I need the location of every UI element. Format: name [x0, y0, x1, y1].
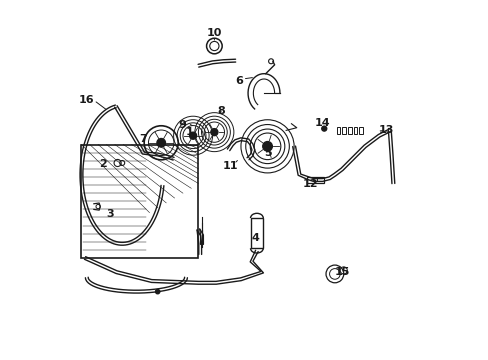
Text: 12: 12 — [302, 179, 317, 189]
Text: 2: 2 — [99, 159, 106, 169]
Text: 9: 9 — [178, 120, 186, 130]
Text: 15: 15 — [334, 267, 349, 277]
Circle shape — [189, 132, 196, 139]
Bar — [336, 127, 340, 134]
Bar — [250, 218, 263, 248]
Bar — [306, 177, 324, 183]
Text: 6: 6 — [235, 76, 243, 86]
Bar — [353, 127, 356, 134]
Text: 10: 10 — [206, 28, 222, 38]
Circle shape — [262, 141, 272, 151]
Text: 11: 11 — [222, 161, 238, 171]
Text: 5: 5 — [263, 148, 271, 158]
Text: 3: 3 — [106, 209, 113, 219]
Circle shape — [321, 126, 326, 131]
Text: 1: 1 — [185, 127, 193, 137]
Text: 16: 16 — [79, 95, 94, 105]
Text: 13: 13 — [378, 125, 393, 135]
Circle shape — [155, 289, 160, 294]
Text: 14: 14 — [314, 118, 329, 128]
Bar — [81, 145, 198, 258]
Text: 7: 7 — [139, 134, 147, 144]
Circle shape — [210, 129, 218, 136]
Circle shape — [157, 139, 165, 147]
Bar — [347, 127, 351, 134]
Bar — [342, 127, 345, 134]
Bar — [359, 127, 362, 134]
Text: 8: 8 — [217, 106, 225, 116]
Text: 4: 4 — [251, 234, 259, 243]
